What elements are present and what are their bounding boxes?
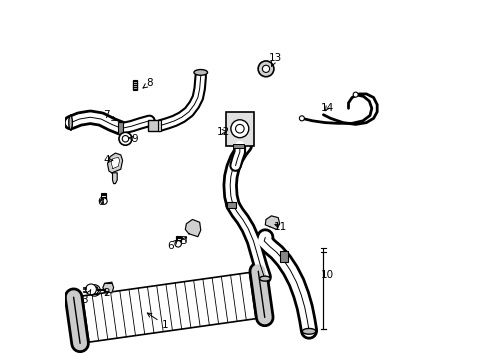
Text: 12: 12 (216, 127, 229, 136)
Bar (227, 202, 236, 208)
Text: 7: 7 (103, 111, 116, 121)
Text: 3: 3 (81, 290, 91, 305)
Text: 2: 2 (103, 288, 109, 298)
Circle shape (175, 240, 181, 247)
Ellipse shape (302, 328, 315, 334)
Text: 14: 14 (320, 103, 333, 113)
Circle shape (299, 116, 304, 121)
Ellipse shape (69, 116, 72, 130)
Text: 6: 6 (98, 197, 104, 207)
Circle shape (101, 198, 107, 204)
Bar (233, 144, 244, 148)
Bar (101, 193, 106, 199)
FancyBboxPatch shape (147, 120, 160, 131)
FancyBboxPatch shape (225, 112, 254, 145)
Circle shape (85, 284, 96, 295)
Bar (175, 236, 180, 242)
Polygon shape (111, 157, 120, 168)
Ellipse shape (194, 69, 207, 75)
Bar (74, 271, 264, 343)
Text: 8: 8 (143, 78, 152, 88)
Circle shape (258, 61, 273, 77)
Polygon shape (265, 216, 279, 229)
Text: 6: 6 (167, 240, 177, 251)
Text: 4: 4 (103, 155, 113, 165)
Circle shape (262, 65, 269, 72)
Text: 5: 5 (180, 236, 186, 246)
FancyBboxPatch shape (158, 121, 161, 131)
Text: 13: 13 (268, 53, 281, 66)
Text: 9: 9 (128, 134, 138, 144)
Polygon shape (112, 173, 117, 184)
Text: 11: 11 (273, 222, 286, 231)
Polygon shape (107, 153, 122, 173)
Circle shape (352, 92, 357, 97)
Ellipse shape (259, 276, 270, 281)
Bar (133, 80, 137, 90)
Circle shape (230, 120, 248, 138)
Bar (118, 122, 123, 134)
Text: 10: 10 (320, 270, 333, 280)
Text: 1: 1 (147, 313, 168, 330)
Circle shape (119, 132, 132, 145)
Bar (280, 251, 287, 262)
Polygon shape (102, 282, 113, 293)
Polygon shape (185, 220, 201, 237)
